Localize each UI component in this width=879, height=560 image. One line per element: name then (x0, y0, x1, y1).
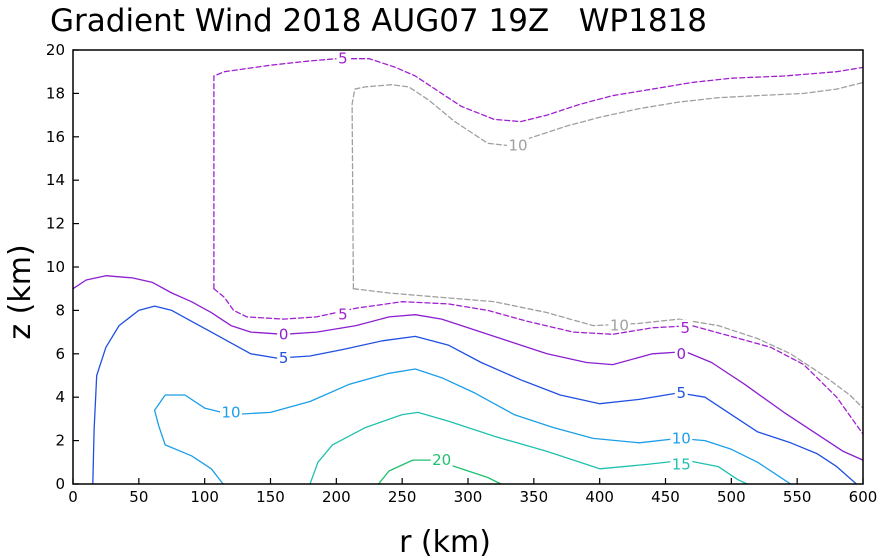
contour-line-level-neg10 (352, 288, 864, 409)
x-tick-label: 0 (68, 488, 78, 506)
y-tick-label: 2 (55, 432, 65, 450)
contour-line-level-0 (72, 275, 864, 461)
x-axis-title: r (km) (399, 525, 491, 560)
contour-label-background (336, 306, 350, 323)
contour-line-level-5 (92, 305, 858, 485)
contour-label-background (674, 345, 688, 362)
x-tick-label: 550 (783, 488, 812, 506)
y-tick-label: 10 (46, 258, 65, 276)
contour-label-background (277, 350, 291, 367)
contour-label: 0 (279, 325, 289, 343)
contour-line-level-neg5 (213, 288, 864, 435)
contour-label: 10 (610, 317, 629, 335)
contour-label: 5 (338, 306, 348, 324)
y-tick-label: 16 (46, 128, 65, 146)
x-tick-label: 500 (717, 488, 746, 506)
x-tick-label: 200 (322, 488, 351, 506)
contour-label: 10 (508, 136, 527, 154)
chart-title: Gradient Wind 2018 AUG07 19Z WP1818 (50, 3, 707, 39)
contour-label: 5 (338, 50, 348, 68)
y-axis-title: z (km) (3, 244, 38, 339)
contour-label: 15 (672, 455, 691, 473)
y-tick-label: 18 (46, 84, 65, 102)
x-tick-label: 300 (454, 488, 483, 506)
contour-label: 10 (672, 429, 691, 447)
y-tick-label: 4 (55, 388, 65, 406)
contour-label-background (336, 50, 350, 67)
contour-label: 5 (677, 384, 687, 402)
contour-label-background (220, 404, 242, 421)
x-tick-label: 150 (256, 488, 285, 506)
y-tick-label: 8 (55, 301, 65, 319)
x-tick-label: 400 (585, 488, 614, 506)
contour-line-level-15 (309, 411, 748, 485)
x-axis: 0 50 100 150 200 250 300 350 400 450 500 550 600 (68, 478, 877, 506)
contour-label-background (430, 452, 453, 469)
contour-line-level-neg5 (213, 58, 864, 290)
y-tick-label: 14 (46, 171, 65, 189)
contour-label: 0 (677, 345, 687, 363)
x-tick-label: 350 (520, 488, 549, 506)
y-axis: 0 2 4 6 8 10 12 14 16 18 20 (46, 41, 79, 493)
x-tick-label: 450 (651, 488, 680, 506)
x-tick-label: 600 (849, 488, 878, 506)
plot-frame (72, 49, 864, 485)
x-tick-label: 250 (388, 488, 417, 506)
contour-label-background (507, 137, 530, 154)
contour-label-background (670, 430, 693, 447)
y-tick-label: 0 (55, 475, 65, 493)
y-tick-label: 12 (46, 215, 65, 233)
contour-label-background (674, 384, 688, 401)
x-tick-label: 50 (129, 488, 148, 506)
contour-line-level-10 (153, 368, 792, 485)
contour-line-level-neg10 (351, 81, 864, 290)
contour-label-background (608, 317, 631, 334)
y-tick-label: 6 (55, 345, 65, 363)
contour-lines: 10 10 5 5 5 0 0 5 5 10 10 15 20 (72, 50, 864, 485)
contour-label: 10 (221, 403, 240, 421)
contour-label-background (277, 326, 291, 343)
contour-label-background (678, 319, 692, 336)
contour-label: 5 (279, 349, 289, 367)
contour-label: 20 (432, 451, 451, 469)
contour-label: 5 (680, 319, 690, 337)
contour-label-background (670, 456, 693, 473)
x-tick-label: 100 (190, 488, 219, 506)
y-tick-label: 20 (46, 41, 65, 59)
